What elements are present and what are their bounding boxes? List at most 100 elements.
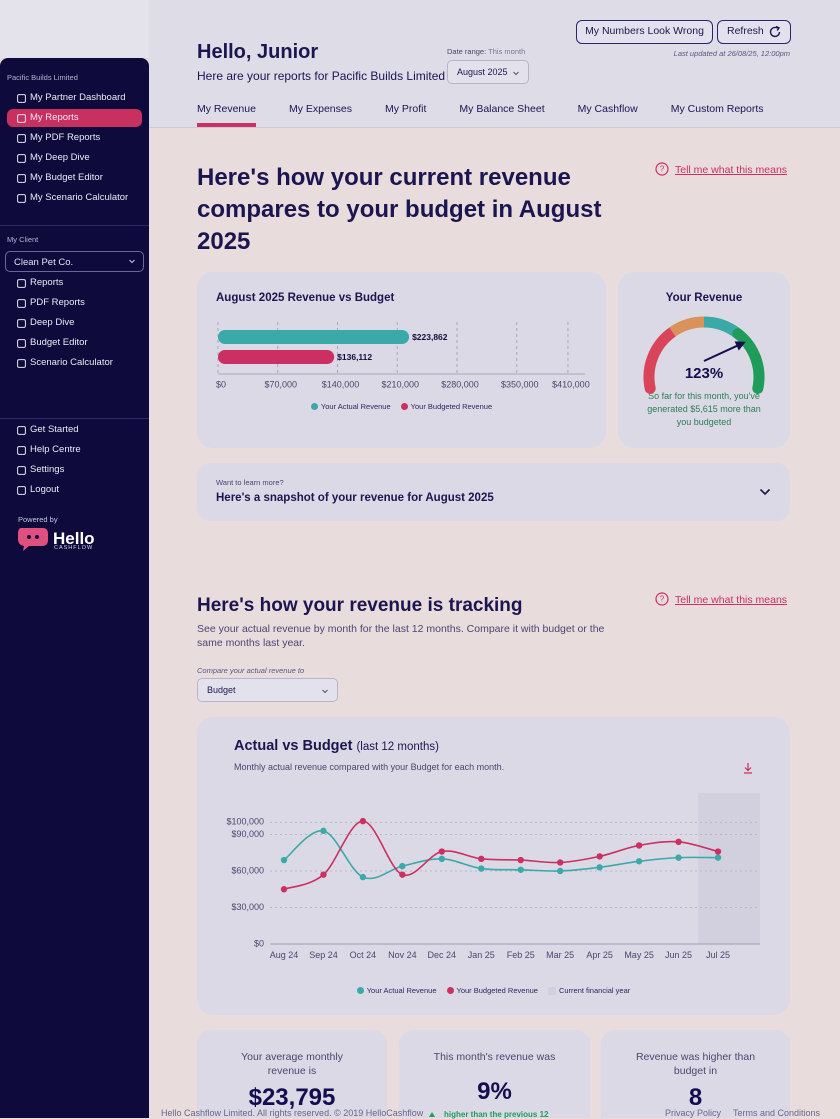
stat-value: 9% <box>477 1078 512 1105</box>
icon-shape <box>17 174 26 183</box>
menu-item[interactable]: Budget Editor <box>7 334 142 352</box>
legend-swatch <box>400 403 408 410</box>
x-tick-label: Jan 25 <box>467 950 495 960</box>
x-tick-label: $350,000 <box>501 379 539 389</box>
value-label: $136,112 <box>337 352 372 362</box>
header-subtitle: Here are your reports for Pacific Builds… <box>197 69 446 83</box>
legend-item: Current financial year <box>547 986 630 995</box>
accordion-chevron <box>759 488 771 496</box>
point <box>675 838 682 845</box>
value-label: $223,862 <box>412 332 448 342</box>
menu-item[interactable]: Deep Dive <box>7 314 142 332</box>
section-description: See your actual revenue by month for the… <box>197 623 605 649</box>
tab[interactable]: My Revenue <box>197 102 256 127</box>
menu-icon <box>17 279 26 288</box>
refresh-button[interactable]: Refresh <box>717 20 791 44</box>
legend-swatch <box>356 987 364 994</box>
chart-title-suffix: (last 12 months) <box>356 741 439 753</box>
date-select[interactable]: August 2025 <box>447 60 529 84</box>
last-updated: Last updated at 26/08/25, 12:00pm <box>673 49 790 58</box>
sidebar <box>0 58 149 1118</box>
download-icon[interactable] <box>742 762 754 774</box>
menu-label: Budget Editor <box>30 337 88 348</box>
bar <box>218 350 335 364</box>
icon-shape <box>17 94 26 103</box>
x-tick-label: Mar 25 <box>546 950 575 960</box>
point <box>596 864 603 871</box>
point <box>280 856 288 864</box>
menu-item[interactable]: Logout <box>7 481 142 499</box>
tab[interactable]: My Balance Sheet <box>459 103 545 115</box>
accordion[interactable] <box>197 463 790 521</box>
point <box>438 848 446 855</box>
tab-bar: My Revenue My Expenses My Profit My Balance… <box>197 102 764 127</box>
menu-icon <box>17 466 26 475</box>
menu-item[interactable]: Get Started <box>7 421 142 439</box>
icon-shape <box>17 466 26 475</box>
icon-shape <box>17 319 26 328</box>
legend-item: Your Actual Revenue <box>310 402 391 411</box>
refresh-icon <box>769 25 781 38</box>
menu-label: My Partner Dashboard <box>30 92 126 103</box>
x-tick-label: $280,000 <box>441 379 479 389</box>
icon-shape <box>17 194 26 203</box>
menu-item[interactable]: Settings <box>7 461 142 479</box>
client-select[interactable]: Clean Pet Co. <box>5 251 144 272</box>
menu-item[interactable]: My PDF Reports <box>7 129 142 147</box>
menu-item[interactable]: Scenario Calculator <box>7 354 142 372</box>
menu-item[interactable]: My Budget Editor <box>7 169 142 187</box>
divider <box>0 418 149 419</box>
numbers-wrong-button[interactable]: My Numbers Look Wrong <box>576 20 713 44</box>
stat-label: Your average monthly revenue is <box>241 1051 343 1077</box>
menu-icon <box>17 319 26 328</box>
x-tick-label: $0 <box>216 379 226 389</box>
y-tick-label: $0 <box>254 938 264 948</box>
gauge-needle <box>703 342 743 362</box>
point <box>517 866 524 873</box>
menu-item[interactable]: My Scenario Calculator <box>7 189 142 207</box>
gauge-segment <box>669 316 705 337</box>
svg-text:?: ? <box>660 595 665 604</box>
point <box>359 873 367 881</box>
stat-label: Revenue was higher than budget in <box>635 1051 756 1077</box>
legend-swatch <box>547 986 556 995</box>
menu-item[interactable]: My Deep Dive <box>7 149 142 167</box>
compare-select[interactable]: Budget <box>197 678 338 702</box>
help-link[interactable]: Tell me what this means <box>675 594 788 606</box>
tab[interactable]: My Expenses <box>288 103 352 115</box>
icon-shape <box>17 486 26 495</box>
accordion-kicker: Want to learn more? <box>216 478 284 487</box>
help-icon: ? <box>655 162 669 176</box>
menu-item[interactable]: My Reports <box>7 109 142 127</box>
gauge-title: Your Revenue <box>665 292 743 304</box>
footer-link[interactable]: Privacy Policy <box>665 1108 722 1118</box>
menu-icon <box>17 154 26 163</box>
y-tick-label: $30,000 <box>231 902 264 912</box>
greeting: Hello, Junior <box>197 41 319 63</box>
x-tick-label: May 25 <box>624 950 654 960</box>
menu-item[interactable]: Help Centre <box>7 441 142 459</box>
series-line <box>283 820 719 891</box>
footer-link[interactable]: Terms and Conditions <box>733 1108 821 1118</box>
logo-tagline: CASHFLOW <box>54 545 94 551</box>
menu-label: Reports <box>30 277 64 288</box>
divider <box>0 225 149 226</box>
menu-label: Get Started <box>30 424 79 435</box>
help-link[interactable]: Tell me what this means <box>675 164 788 176</box>
x-tick-label: $140,000 <box>322 379 360 389</box>
menu-item[interactable]: My Partner Dashboard <box>7 89 142 107</box>
stat-value: $23,795 <box>248 1084 336 1111</box>
menu-item[interactable]: PDF Reports <box>7 294 142 312</box>
x-tick-label: Apr 25 <box>586 950 613 960</box>
icon-shape <box>17 154 26 163</box>
menu-icon <box>17 94 26 103</box>
menu-label: Logout <box>30 484 60 495</box>
tab[interactable]: My Cashflow <box>577 103 638 115</box>
tab[interactable]: My Profit <box>384 103 427 115</box>
tab[interactable]: My Custom Reports <box>670 103 764 115</box>
menu-label: My Reports <box>30 112 79 123</box>
menu-item[interactable]: Reports <box>7 274 142 292</box>
menu-label: My Scenario Calculator <box>30 192 129 203</box>
point <box>438 855 446 863</box>
